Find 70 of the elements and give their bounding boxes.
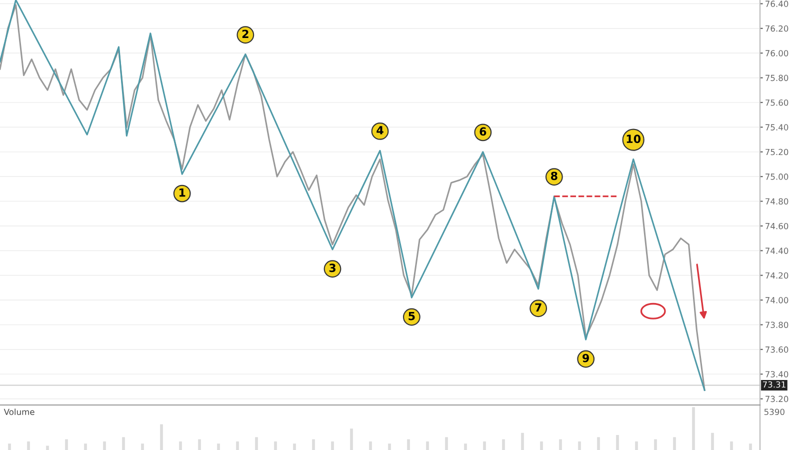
- bar: [8, 444, 11, 450]
- bar: [654, 439, 657, 450]
- annotation: 9: [582, 354, 589, 362]
- bar: [445, 437, 448, 450]
- bar: [426, 441, 429, 450]
- y-tick-label: 75.60: [766, 99, 788, 106]
- bar: [236, 441, 239, 450]
- bar: [103, 441, 106, 450]
- y-tick-label: 75.40: [766, 124, 788, 130]
- bar: [179, 441, 182, 450]
- y-tick-label: 75.80: [766, 74, 788, 82]
- bar: [312, 439, 315, 450]
- bar: [369, 441, 372, 450]
- annotation: 2: [242, 30, 248, 38]
- bar: [122, 437, 125, 450]
- y-tick-label: 75.00: [766, 174, 788, 180]
- bar: [217, 444, 220, 450]
- bar: [578, 441, 581, 450]
- y-tick-label: 73.40: [766, 371, 788, 378]
- y-tick-label: 76.00: [766, 50, 788, 56]
- y-tick-label: 76.40: [766, 0, 788, 7]
- bar: [293, 444, 296, 450]
- bar: [597, 437, 600, 450]
- annotation: 7: [535, 303, 542, 312]
- bar: [502, 439, 505, 450]
- y-tick-label: 74.80: [766, 198, 788, 205]
- bar: [521, 432, 524, 450]
- bar: [27, 441, 30, 450]
- y-tick-label: 74.60: [766, 222, 788, 230]
- annotation: 8: [550, 172, 558, 180]
- y-tick-label: 73.80: [766, 322, 788, 328]
- bar: [749, 444, 752, 450]
- annotation: 5: [408, 312, 415, 320]
- y-tick-label: 74.20: [766, 272, 788, 279]
- bar: [198, 439, 201, 450]
- y-tick-label: 73.20: [766, 396, 788, 402]
- ref-line-label: 73.31: [762, 381, 786, 388]
- y-tick-label: 74.00: [766, 297, 788, 304]
- annotation: 3: [329, 264, 336, 272]
- bar: [540, 441, 543, 450]
- bar: [616, 435, 619, 450]
- bar: [464, 444, 467, 450]
- bar: [46, 446, 49, 450]
- y-tick-label: 76.20: [766, 25, 788, 32]
- annotation: 1: [179, 188, 186, 197]
- bar: [483, 441, 486, 450]
- bar: [407, 439, 410, 450]
- annotation: 6: [480, 127, 486, 136]
- bar: [141, 444, 144, 450]
- bar: [255, 437, 258, 450]
- text: 5390: [764, 408, 784, 416]
- bar: [84, 444, 87, 450]
- bar: [730, 441, 733, 450]
- annotation: 4: [376, 126, 384, 134]
- y-tick-label: 74.40: [766, 248, 788, 254]
- bar: [673, 437, 676, 450]
- bar: [350, 428, 353, 450]
- bar: [559, 439, 562, 450]
- bar: [160, 424, 163, 450]
- annotation: 10: [626, 134, 641, 144]
- bar: [331, 441, 334, 450]
- bar: [65, 439, 68, 450]
- y-tick-label: 73.60: [766, 346, 788, 353]
- bar: [388, 444, 391, 450]
- bar: [692, 407, 695, 450]
- chart-title: Volume: [4, 408, 34, 416]
- y-tick-label: 75.20: [766, 148, 788, 156]
- bar: [274, 441, 277, 450]
- bar: [711, 432, 714, 450]
- bar: [635, 441, 638, 450]
